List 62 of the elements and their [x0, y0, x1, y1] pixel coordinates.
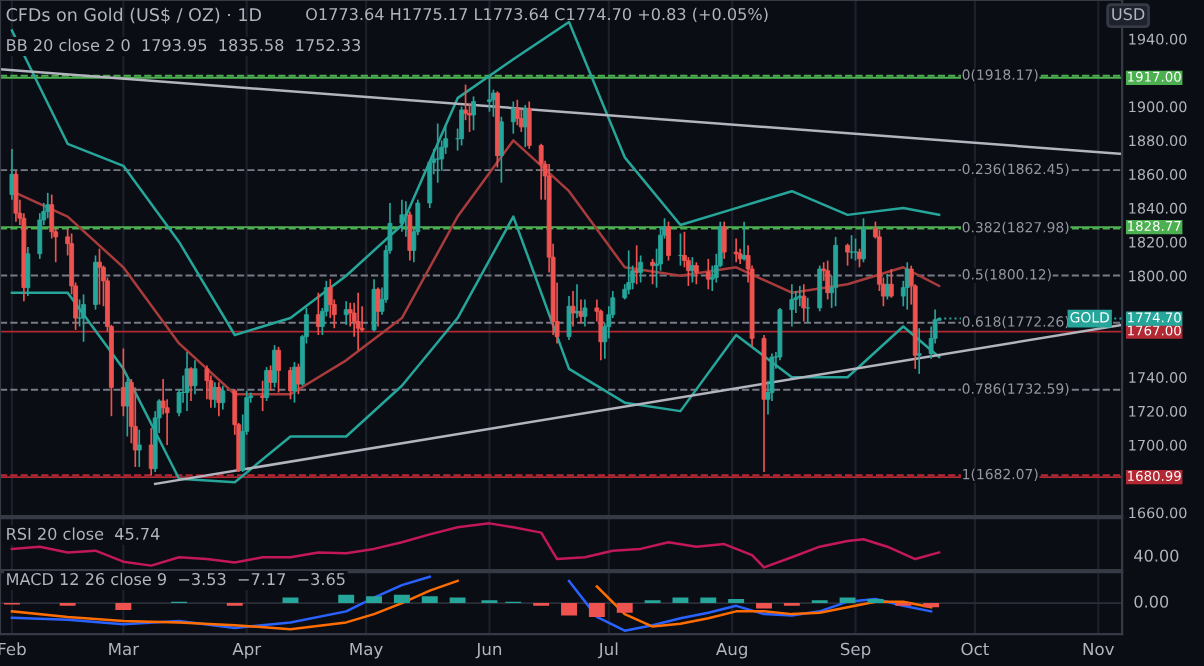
candlestick	[514, 98, 520, 127]
candlestick	[817, 264, 823, 313]
annotation: USD	[1112, 8, 1145, 21]
candlestick	[789, 283, 795, 328]
candlestick	[272, 344, 277, 389]
x-tick-label: Oct	[961, 642, 989, 656]
x-tick-label: Sep	[840, 642, 871, 659]
candlestick	[861, 217, 866, 264]
candlestick	[888, 268, 894, 299]
candlestick	[292, 361, 297, 404]
candlestick	[220, 384, 226, 411]
text: 0.00	[1134, 595, 1169, 608]
x-tick-label: May	[350, 642, 383, 659]
candlestick	[582, 298, 588, 328]
candlestick	[797, 285, 803, 308]
candlestick	[399, 198, 405, 233]
candlestick	[518, 107, 524, 133]
annotation: BB 20 close 2 0 1793.95 1835.58 1752.33	[7, 38, 361, 52]
candlestick	[570, 290, 576, 328]
x-tick-label: Mar	[109, 642, 140, 656]
candlestick	[626, 249, 632, 296]
candlestick	[355, 291, 361, 352]
candlestick	[471, 95, 476, 132]
candlestick	[566, 295, 572, 341]
candlestick	[184, 351, 190, 412]
candlestick	[192, 359, 198, 396]
candlestick	[634, 244, 640, 286]
candlestick	[666, 220, 671, 262]
candlestick	[916, 327, 922, 375]
candlestick	[132, 386, 138, 468]
candlestick	[487, 75, 492, 113]
candlestick	[845, 242, 850, 267]
candlestick	[721, 220, 727, 260]
candlestick	[705, 258, 711, 291]
candlestick	[498, 115, 504, 184]
candlestick	[638, 254, 644, 284]
candlestick	[204, 364, 210, 401]
candlestick	[825, 259, 831, 301]
candlestick	[526, 100, 532, 150]
annotation: O1773.64 H1775.17 L1773.64 C1774.70 +0.83 (+0.05%)	[306, 7, 768, 23]
candlestick	[371, 278, 377, 333]
candlestick	[857, 247, 862, 269]
candlestick	[741, 220, 747, 262]
annotation: RSI 20 close 45.74	[7, 527, 160, 540]
candlestick	[833, 236, 839, 308]
x-tick-label: Jun	[475, 642, 502, 659]
x-tick-label: Jul	[597, 642, 618, 659]
x-tick-label: Nov	[1083, 642, 1115, 656]
text: 40.00	[1134, 549, 1179, 562]
candlestick	[801, 283, 807, 323]
candlestick	[805, 296, 811, 324]
candlestick	[276, 345, 281, 394]
candlestick	[136, 428, 142, 468]
chart-title: CFDs on Gold (US$ / OZ) · 1D	[6, 7, 261, 24]
candlestick	[459, 105, 464, 147]
annotation: MACD 12 26 close 9 −3.53 −7.17 −3.65	[7, 572, 345, 586]
candlestick	[260, 379, 266, 412]
candlestick	[574, 283, 580, 319]
candlestick	[849, 234, 854, 260]
candlestick	[693, 261, 699, 286]
x-tick-label: Aug	[716, 642, 747, 659]
x-tick-label: Apr	[232, 642, 262, 659]
